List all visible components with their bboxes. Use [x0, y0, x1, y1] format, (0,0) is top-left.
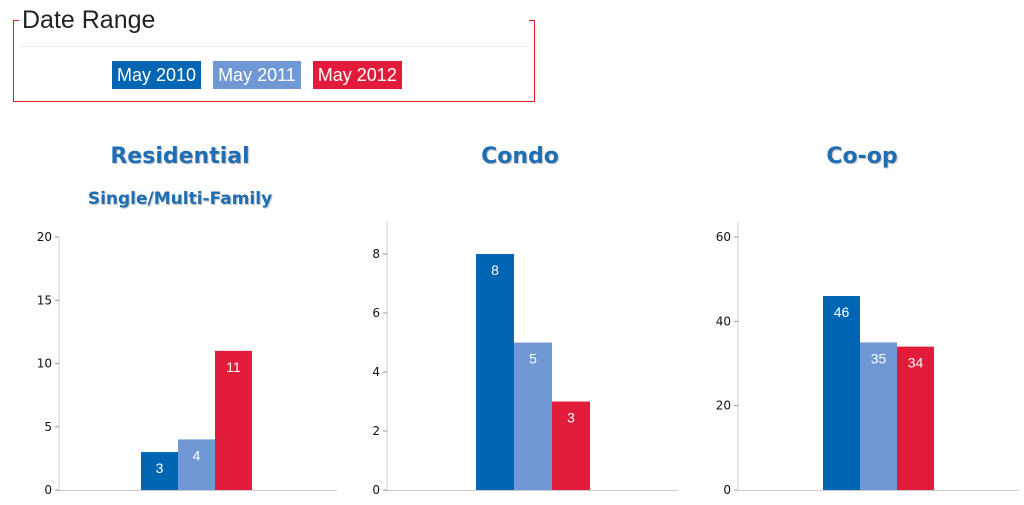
- y-tick-label: 4: [372, 365, 380, 379]
- y-tick-label: 0: [723, 483, 731, 497]
- bar-value-label: 4: [193, 447, 201, 463]
- chart-title: Condo: [481, 144, 559, 169]
- y-tick-label: 15: [37, 293, 52, 307]
- y-tick-label: 60: [716, 230, 731, 244]
- date-range-panel: Date Range May 2010 May 2011 May 2012: [13, 6, 535, 102]
- bar-may-2011: [178, 439, 215, 490]
- panel-divider: [20, 46, 528, 47]
- bar-value-label: 3: [567, 410, 575, 426]
- y-tick-label: 20: [716, 399, 731, 413]
- bar-may-2011: [860, 342, 897, 490]
- date-range-buttons: May 2010 May 2011 May 2012: [112, 61, 402, 89]
- y-tick-label: 40: [716, 314, 731, 328]
- bar-value-label: 34: [908, 355, 924, 371]
- chart-title: Residential: [110, 144, 250, 169]
- y-tick-label: 6: [372, 306, 380, 320]
- y-tick-label: 10: [37, 357, 52, 371]
- bar-may-2010: [476, 254, 514, 490]
- chart-title: Co-op: [826, 144, 898, 169]
- bar-may-2010: [141, 452, 178, 490]
- bar-value-label: 5: [529, 351, 537, 367]
- bar-may-2010: [823, 296, 860, 490]
- y-tick-label: 0: [44, 483, 52, 497]
- date-range-button-may-2010[interactable]: May 2010: [112, 61, 202, 89]
- chart-subtitle: Single/Multi-Family: [87, 189, 273, 209]
- bar-value-label: 35: [871, 350, 887, 366]
- bar-may-2011: [514, 342, 552, 490]
- bar-value-label: 8: [491, 262, 499, 278]
- date-range-button-may-2011[interactable]: May 2011: [213, 61, 301, 89]
- y-tick-label: 5: [44, 420, 52, 434]
- y-tick-label: 20: [37, 230, 52, 244]
- y-tick-label: 8: [372, 247, 380, 261]
- bar-value-label: 46: [834, 304, 850, 320]
- y-tick-label: 0: [372, 483, 380, 497]
- bar-may-2012: [552, 401, 590, 490]
- bar-may-2012: [215, 350, 252, 490]
- panel-border-right: [529, 20, 535, 21]
- bar-value-label: 11: [226, 359, 241, 375]
- y-tick-label: 2: [372, 424, 380, 438]
- date-range-title: Date Range: [21, 6, 157, 34]
- bar-may-2012: [897, 346, 934, 490]
- date-range-button-may-2012[interactable]: May 2012: [312, 61, 402, 89]
- panel-border-left: [13, 20, 19, 21]
- bar-value-label: 3: [156, 460, 164, 476]
